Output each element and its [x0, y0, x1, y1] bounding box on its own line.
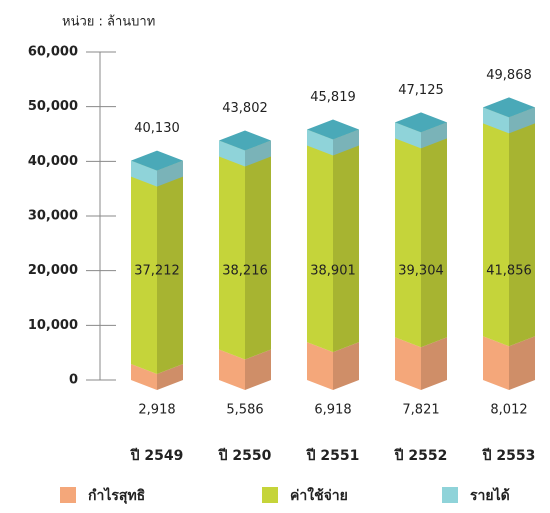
y-tick-label: 50,000 — [28, 99, 78, 114]
x-tick-label: ปี 2553 — [481, 448, 535, 464]
bar-segment — [483, 336, 509, 390]
legend-swatch — [442, 487, 458, 503]
bar-segment — [395, 337, 421, 390]
y-tick-label: 40,000 — [28, 154, 78, 169]
bar-top — [395, 112, 447, 133]
legend-label: ค่าใช้จ่าย — [290, 486, 348, 504]
total-label: 49,868 — [486, 68, 532, 83]
bar-top — [131, 150, 183, 171]
bar-segment — [219, 349, 245, 390]
unit-label: หน่วย : ล้านบาท — [62, 15, 155, 30]
expense-label: 39,304 — [398, 264, 444, 279]
legend-swatch — [262, 487, 278, 503]
bar-segment — [509, 336, 535, 390]
profit-label: 7,821 — [402, 403, 439, 418]
y-tick-label: 60,000 — [28, 45, 78, 60]
y-tick-label: 30,000 — [28, 209, 78, 224]
bar-cap — [157, 160, 183, 187]
bar-segment — [157, 160, 183, 375]
bar-cap — [307, 129, 333, 156]
bar-segment — [157, 364, 183, 390]
bar-top — [307, 119, 359, 140]
bar-cap — [219, 140, 245, 167]
bar-segment — [509, 107, 535, 347]
profit-label: 8,012 — [490, 403, 527, 418]
profit-label: 2,918 — [138, 403, 175, 418]
expense-label: 38,216 — [222, 264, 268, 279]
bar-cap — [131, 160, 157, 187]
bar-cap — [421, 122, 447, 149]
bar-segment — [245, 140, 271, 360]
bar-top — [219, 130, 271, 151]
y-tick-label: 0 — [69, 373, 78, 388]
bar-top — [483, 97, 535, 118]
bar-segment — [307, 129, 333, 353]
bar-cap — [483, 107, 509, 134]
x-tick-label: ปี 2551 — [305, 448, 359, 464]
expense-label: 38,901 — [310, 264, 356, 279]
bar-segment — [307, 342, 333, 390]
profit-label: 5,586 — [226, 403, 263, 418]
x-tick-label: ปี 2552 — [393, 448, 447, 464]
bar-segment — [483, 107, 509, 347]
x-tick-label: ปี 2550 — [217, 448, 271, 464]
legend-label: กำไรสุทธิ — [88, 486, 145, 504]
profit-label: 6,918 — [314, 403, 351, 418]
y-tick-label: 10,000 — [28, 318, 78, 333]
bar-segment — [219, 140, 245, 360]
total-label: 47,125 — [398, 83, 444, 98]
bar-segment — [131, 160, 157, 375]
bar-segment — [333, 129, 359, 353]
expense-label: 41,856 — [486, 264, 532, 279]
bar-cap — [509, 107, 535, 134]
bar-cap — [333, 129, 359, 156]
legend-label: รายได้ — [470, 486, 510, 504]
legend-swatch — [60, 487, 76, 503]
bar-segment — [421, 337, 447, 390]
bar-segment — [395, 122, 421, 348]
expense-label: 37,212 — [134, 264, 180, 279]
total-label: 43,802 — [222, 101, 268, 116]
bar-segment — [333, 342, 359, 390]
x-tick-label: ปี 2549 — [129, 448, 183, 464]
total-label: 40,130 — [134, 121, 180, 136]
y-tick-label: 20,000 — [28, 263, 78, 278]
bar-segment — [245, 349, 271, 390]
bar-cap — [395, 122, 421, 149]
bar-segment — [421, 122, 447, 348]
bar-segment — [131, 364, 157, 390]
bar-cap — [245, 140, 271, 167]
total-label: 45,819 — [310, 90, 356, 105]
